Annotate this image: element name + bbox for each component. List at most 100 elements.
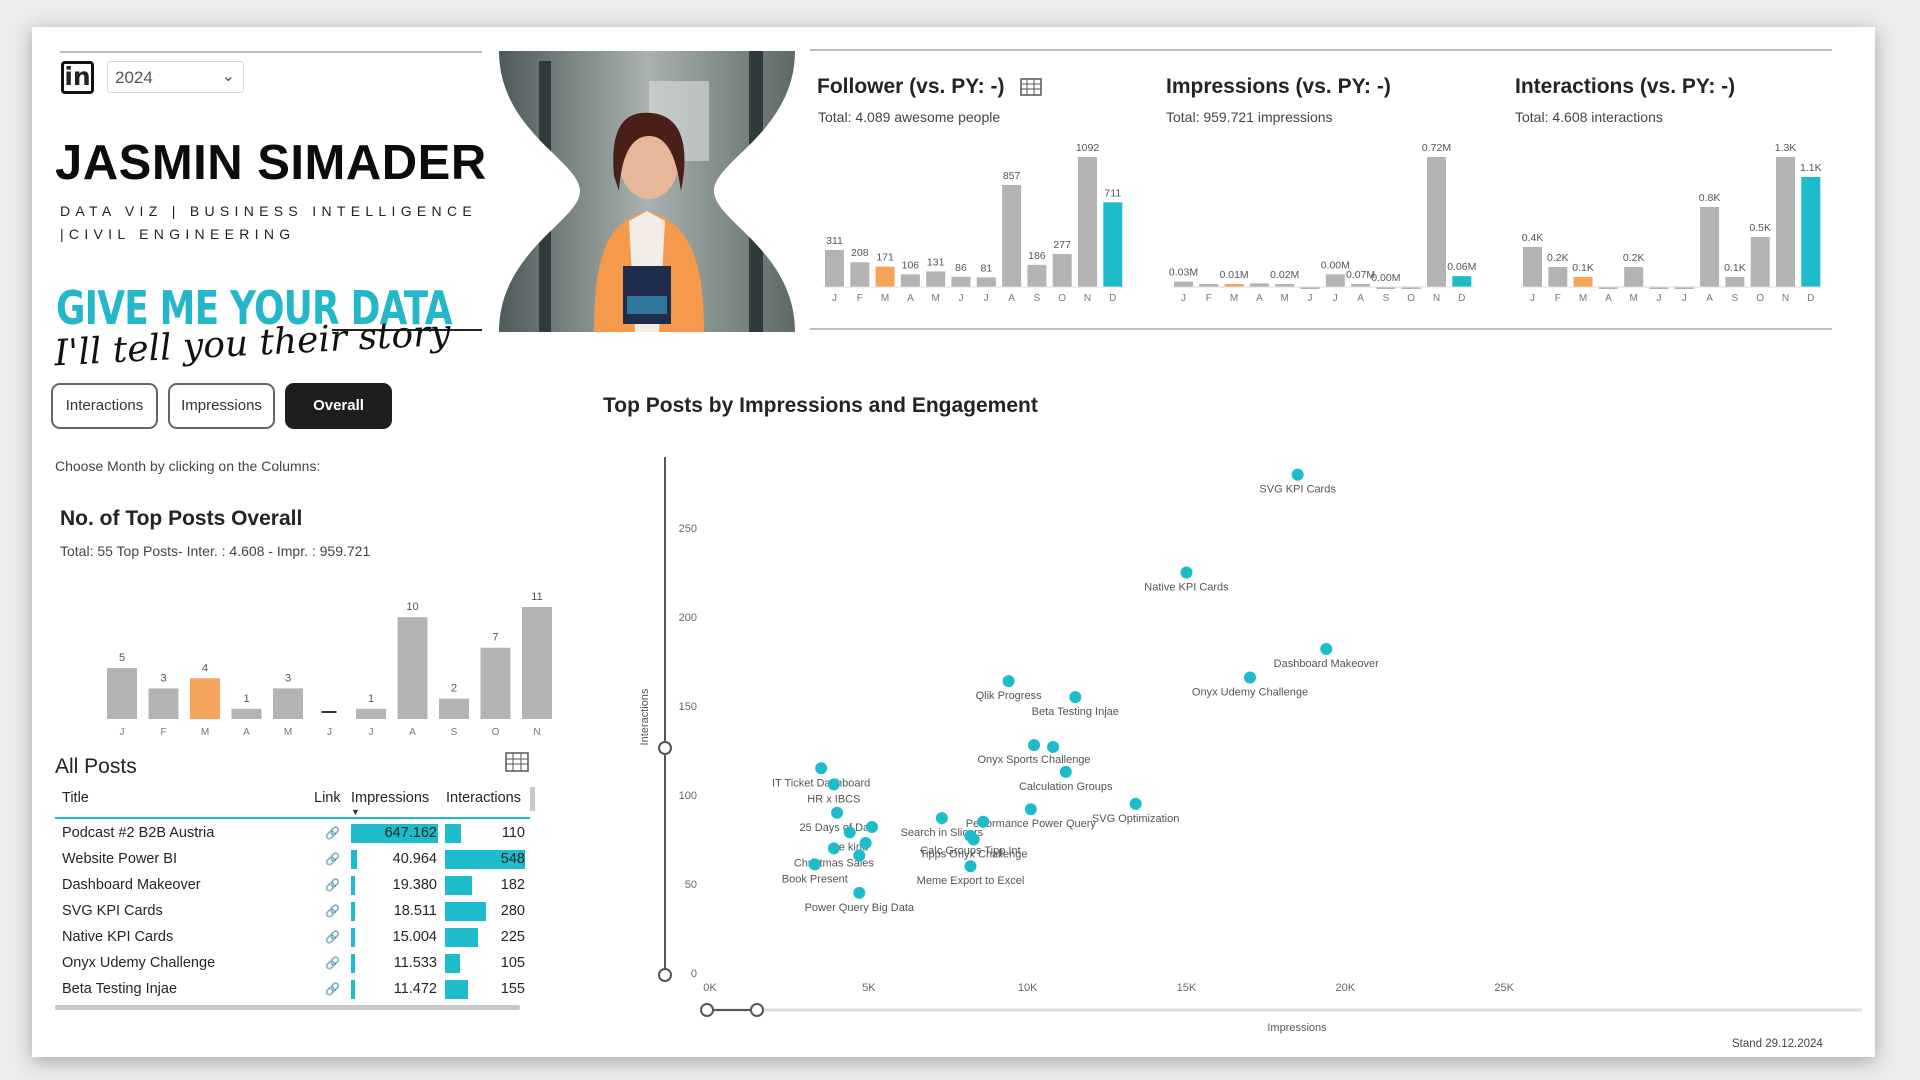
kpi-bar[interactable] [1027, 265, 1046, 287]
scatter-point[interactable] [844, 826, 856, 838]
top-posts-month-label: M [284, 727, 292, 738]
linkedin-icon[interactable]: in [61, 61, 94, 94]
scatter-point[interactable] [1028, 739, 1040, 751]
kpi-bar[interactable] [850, 262, 869, 287]
top-posts-bar-empty[interactable] [322, 711, 337, 713]
scatter-point[interactable] [1047, 741, 1059, 753]
table-row[interactable]: Onyx Udemy Challenge 🔗 11.533 105 [55, 951, 525, 977]
link-icon[interactable]: 🔗 [325, 904, 340, 918]
scatter-point[interactable] [977, 816, 989, 828]
kpi-bar[interactable] [1326, 274, 1345, 287]
x-slider-handle-right[interactable] [751, 1004, 763, 1016]
kpi-bar[interactable] [1801, 177, 1820, 287]
x-slider-handle-left[interactable] [701, 1004, 713, 1016]
top-posts-bar[interactable] [398, 617, 428, 719]
kpi-bar[interactable] [1523, 247, 1542, 287]
y-slider-handle-bottom[interactable] [659, 969, 671, 981]
kpi-bar[interactable] [1250, 283, 1269, 287]
kpi-bar[interactable] [1725, 277, 1744, 287]
interactions-chart[interactable]: 0.4K J 0.2K F 0.1K M A 0.2K M J J 0.8K A 0.1K S 0.5K O 1.… [1515, 137, 1825, 327]
kpi-bar[interactable] [1452, 276, 1471, 287]
link-icon[interactable]: 🔗 [325, 982, 340, 996]
year-dropdown[interactable]: 2024 ⌄ [107, 61, 244, 93]
kpi-bar[interactable] [952, 277, 971, 287]
link-icon[interactable]: 🔗 [325, 930, 340, 944]
kpi-bar[interactable] [977, 277, 996, 287]
kpi-bar[interactable] [825, 250, 844, 287]
link-icon[interactable]: 🔗 [325, 956, 340, 970]
kpi-bar[interactable] [1103, 202, 1122, 287]
col-header-link[interactable]: Link [314, 790, 341, 806]
top-posts-bar[interactable] [190, 678, 220, 719]
kpi-bar[interactable] [1776, 157, 1795, 287]
top-posts-chart[interactable]: 5J3F4M1A3MJ1J10A2S7O11N8D [57, 587, 557, 742]
table-row[interactable]: Beta Testing Injae 🔗 11.472 155 [55, 977, 525, 1003]
kpi-bar[interactable] [876, 267, 895, 287]
kpi-bar[interactable] [1700, 207, 1719, 287]
interactions-button[interactable]: Interactions [51, 383, 158, 429]
table-row[interactable]: Native KPI Cards 🔗 15.004 225 [55, 925, 525, 951]
link-icon[interactable]: 🔗 [325, 878, 340, 892]
top-posts-bar[interactable] [107, 668, 137, 719]
scatter-point[interactable] [1003, 675, 1015, 687]
scatter-point[interactable] [815, 762, 827, 774]
scatter-point[interactable] [1130, 798, 1142, 810]
scatter-point[interactable] [853, 850, 865, 862]
kpi-bar[interactable] [1574, 277, 1593, 287]
top-posts-bar[interactable] [149, 688, 179, 719]
kpi-bar[interactable] [1174, 282, 1193, 287]
scatter-point[interactable] [936, 812, 948, 824]
top-posts-bar[interactable] [356, 709, 386, 719]
table-row[interactable]: Website Power BI 🔗 40.964 548 [55, 847, 525, 873]
scatter-point[interactable] [1069, 691, 1081, 703]
kpi-bar[interactable] [1078, 157, 1097, 287]
scatter-point[interactable] [1320, 643, 1332, 655]
kpi-bar[interactable] [1002, 185, 1021, 287]
top-posts-bar[interactable] [522, 607, 552, 719]
table-view-icon[interactable] [1020, 77, 1042, 97]
scatter-point[interactable] [828, 778, 840, 790]
top-posts-bar[interactable] [481, 648, 511, 719]
kpi-bar[interactable] [1624, 267, 1643, 287]
kpi-bar[interactable] [1751, 237, 1770, 287]
col-header-impressions[interactable]: Impressions [351, 790, 429, 806]
top-posts-bar[interactable] [232, 709, 262, 719]
scatter-point[interactable] [964, 860, 976, 872]
scatter-point[interactable] [968, 834, 980, 846]
kpi-bar[interactable] [901, 274, 920, 287]
impressions-button[interactable]: Impressions [168, 383, 275, 429]
scatter-point[interactable] [831, 807, 843, 819]
horizontal-scrollbar[interactable] [55, 1005, 520, 1010]
kpi-bar[interactable] [926, 271, 945, 287]
table-row[interactable]: Dashboard Makeover 🔗 19.380 182 [55, 873, 525, 899]
top-posts-bar[interactable] [439, 699, 469, 719]
table-row[interactable]: Podcast #2 B2B Austria 🔗 647.162 110 [55, 821, 525, 847]
scatter-point[interactable] [1025, 803, 1037, 815]
link-icon[interactable]: 🔗 [325, 852, 340, 866]
scatter-point[interactable] [860, 837, 872, 849]
table-row[interactable]: SVG KPI Cards 🔗 18.511 280 [55, 899, 525, 925]
kpi-bar[interactable] [1548, 267, 1567, 287]
scatter-point[interactable] [1060, 766, 1072, 778]
kpi-bar[interactable] [1427, 157, 1446, 287]
scatter-point[interactable] [828, 842, 840, 854]
kpi-bar[interactable] [1053, 254, 1072, 287]
link-icon[interactable]: 🔗 [325, 826, 340, 840]
kpi-month-label: A [1256, 293, 1263, 304]
scatter-point[interactable] [866, 821, 878, 833]
table-export-icon[interactable] [505, 751, 529, 773]
scatter-point[interactable] [809, 858, 821, 870]
follower-chart[interactable]: 311 J 208 F 171 M 106 A 131 M 86 J 81 J 857 A 186 S 277 O 10… [817, 137, 1127, 327]
scatter-chart[interactable]: 0 50 100 150 200 250 0K 5K 10K 15K 20K 25K Impressio… [577, 417, 1867, 1037]
overall-button[interactable]: Overall [285, 383, 392, 429]
scatter-point[interactable] [1180, 567, 1192, 579]
y-slider-handle-top[interactable] [659, 742, 671, 754]
impressions-chart[interactable]: 0.03M J F 0.01M M A 0.02M M J 0.00M J 0.07M A 0.00M S O… [1166, 137, 1476, 327]
top-posts-bar[interactable] [273, 688, 303, 719]
scatter-point[interactable] [1244, 672, 1256, 684]
scatter-point[interactable] [853, 887, 865, 899]
vertical-scrollbar[interactable] [530, 787, 535, 811]
col-header-title[interactable]: Title [62, 790, 89, 806]
scatter-point[interactable] [1292, 469, 1304, 481]
col-header-interactions[interactable]: Interactions [446, 790, 521, 806]
